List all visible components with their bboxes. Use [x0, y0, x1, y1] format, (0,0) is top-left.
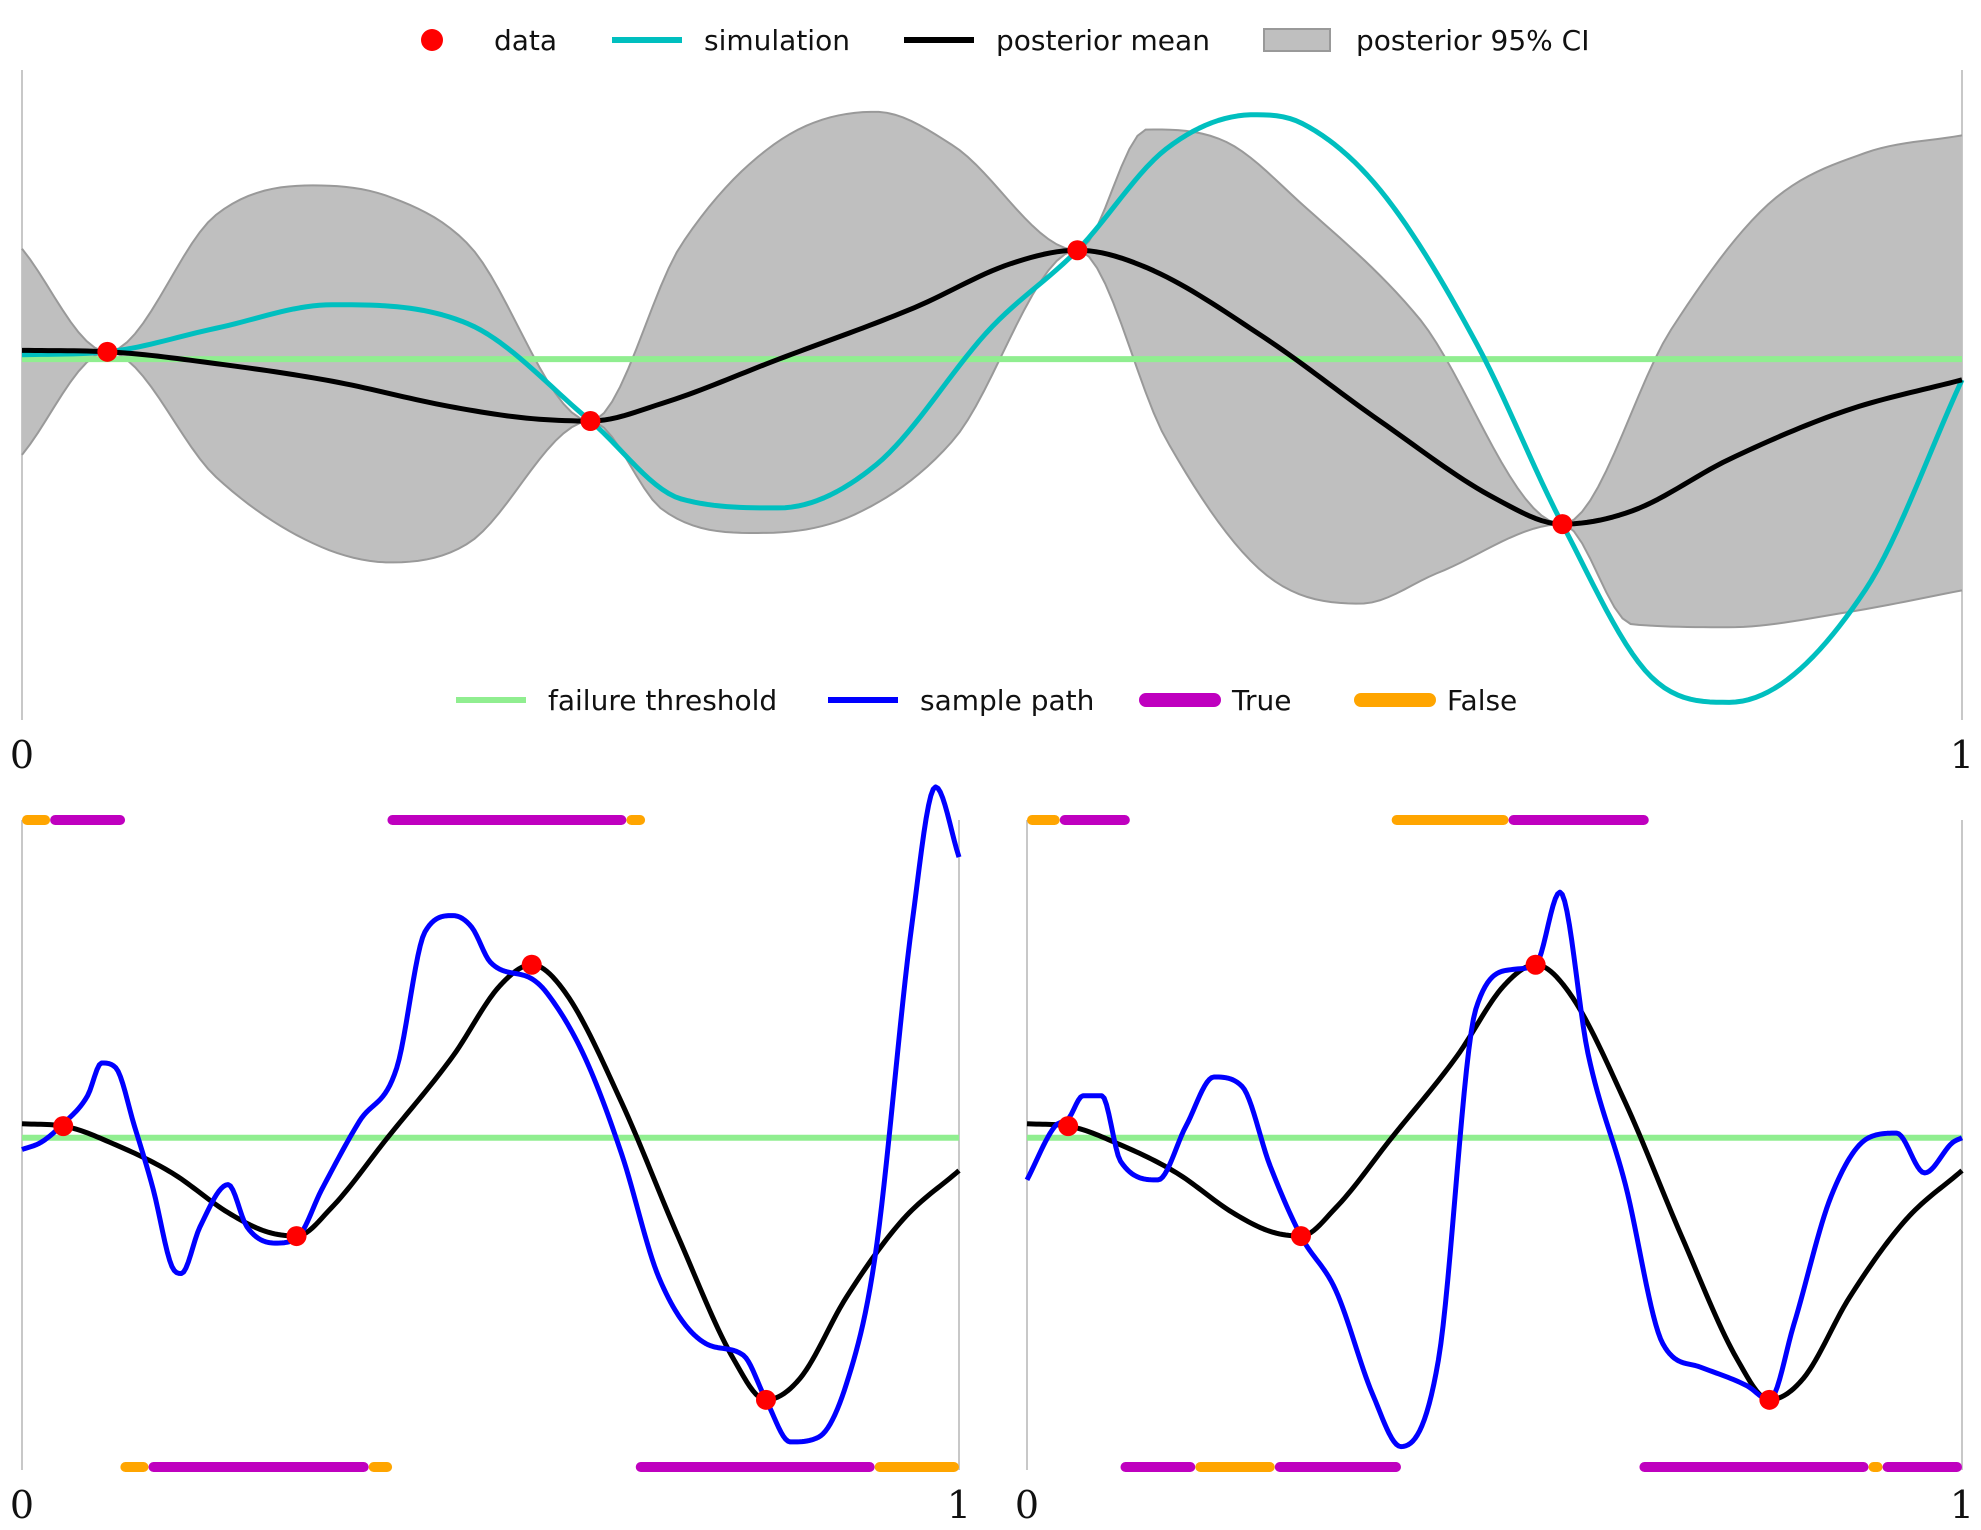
legend-label: data — [494, 24, 557, 57]
x-tick-label-0: 0 — [10, 733, 34, 777]
posterior-mean-line — [1026, 962, 1964, 1403]
simulation-line — [21, 112, 1965, 705]
legend-label: False — [1447, 684, 1517, 717]
data-point — [53, 1116, 74, 1137]
data-point — [521, 954, 542, 975]
legend-label: posterior 95% CI — [1356, 24, 1589, 57]
data-point — [1290, 1226, 1311, 1247]
ci-lower-edge — [21, 249, 1963, 629]
x-tick-label-0: 0 — [1015, 1483, 1039, 1527]
legend-label: posterior mean — [996, 24, 1210, 57]
sample-path-line — [1024, 889, 1964, 1450]
data-point — [1058, 1116, 1079, 1137]
legend-label: sample path — [920, 684, 1094, 717]
x-tick-label-1: 1 — [1950, 1483, 1974, 1527]
x-tick-label-1: 1 — [947, 1483, 971, 1527]
ci-band — [22, 111, 1962, 628]
sample-path-line — [21, 784, 962, 1445]
data-point — [97, 341, 118, 362]
data-point — [755, 1389, 776, 1410]
legend-symbol-posterior-95-ci — [1263, 28, 1331, 52]
posterior-mean-line — [21, 247, 1963, 527]
legend-symbol-data — [421, 29, 443, 51]
legend-label: simulation — [704, 24, 850, 57]
data-point — [1552, 514, 1573, 535]
data-point — [1525, 954, 1546, 975]
legend-label: True — [1231, 684, 1291, 717]
x-tick-label-0: 0 — [10, 1483, 34, 1527]
data-point — [1067, 240, 1088, 261]
data-point — [1759, 1389, 1780, 1410]
legend-label: failure threshold — [548, 684, 777, 717]
legend-lower: failure threshold sample path True False — [456, 684, 1517, 717]
x-tick-label-1: 1 — [1950, 733, 1974, 777]
ci-upper-edge — [21, 110, 1963, 525]
data-point — [286, 1226, 307, 1247]
data-point — [580, 411, 601, 432]
legend-upper: data simulation posterior mean posterior 95… — [421, 24, 1589, 57]
posterior-mean-line — [21, 962, 961, 1403]
